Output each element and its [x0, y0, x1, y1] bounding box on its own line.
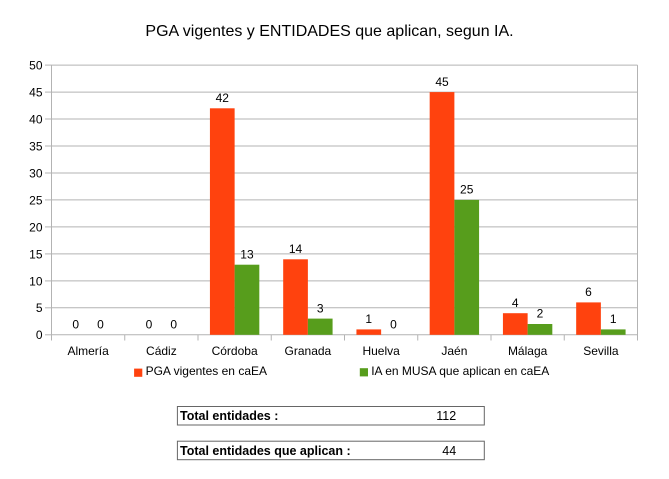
svg-text:Almería: Almería — [67, 344, 109, 358]
svg-text:2: 2 — [537, 307, 544, 321]
svg-text:112: 112 — [436, 409, 456, 423]
svg-text:25: 25 — [29, 193, 43, 207]
svg-text:35: 35 — [29, 139, 43, 153]
svg-text:Córdoba: Córdoba — [212, 344, 258, 358]
svg-text:Sevilla: Sevilla — [583, 344, 619, 358]
svg-text:0: 0 — [36, 328, 43, 342]
svg-text:3: 3 — [317, 301, 324, 315]
svg-text:6: 6 — [585, 285, 592, 299]
svg-text:0: 0 — [97, 318, 104, 332]
svg-text:1: 1 — [610, 312, 617, 326]
svg-text:Cádiz: Cádiz — [146, 344, 177, 358]
svg-text:Málaga: Málaga — [508, 344, 548, 358]
svg-text:1: 1 — [365, 312, 372, 326]
svg-text:13: 13 — [240, 247, 254, 261]
svg-text:50: 50 — [29, 59, 43, 73]
svg-text:Huelva: Huelva — [362, 344, 400, 358]
svg-text:Total entidades :: Total entidades : — [180, 409, 278, 423]
svg-text:Total entidades que aplican :: Total entidades que aplican : — [180, 444, 351, 458]
svg-text:45: 45 — [29, 86, 43, 100]
svg-text:25: 25 — [460, 183, 474, 197]
svg-text:IA en MUSA que aplican en caEA: IA en MUSA que aplican en caEA — [371, 364, 549, 378]
svg-text:Granada: Granada — [285, 344, 332, 358]
svg-text:4: 4 — [512, 296, 519, 310]
svg-text:0: 0 — [170, 318, 177, 332]
svg-text:42: 42 — [216, 91, 230, 105]
svg-text:0: 0 — [72, 318, 79, 332]
svg-text:40: 40 — [29, 112, 43, 126]
svg-text:45: 45 — [435, 75, 449, 89]
svg-text:Jaén: Jaén — [441, 344, 467, 358]
svg-text:44: 44 — [442, 444, 456, 458]
svg-text:PGA vigentes en caEA: PGA vigentes en caEA — [146, 364, 267, 378]
svg-text:15: 15 — [29, 247, 43, 261]
svg-text:14: 14 — [289, 242, 303, 256]
svg-text:30: 30 — [29, 166, 43, 180]
svg-text:PGA vigentes y ENTIDADES que a: PGA vigentes y ENTIDADES que aplican, se… — [145, 23, 513, 40]
svg-text:20: 20 — [29, 220, 43, 234]
svg-text:5: 5 — [36, 301, 43, 315]
svg-text:10: 10 — [29, 274, 43, 288]
svg-text:0: 0 — [390, 318, 397, 332]
svg-text:0: 0 — [146, 318, 153, 332]
